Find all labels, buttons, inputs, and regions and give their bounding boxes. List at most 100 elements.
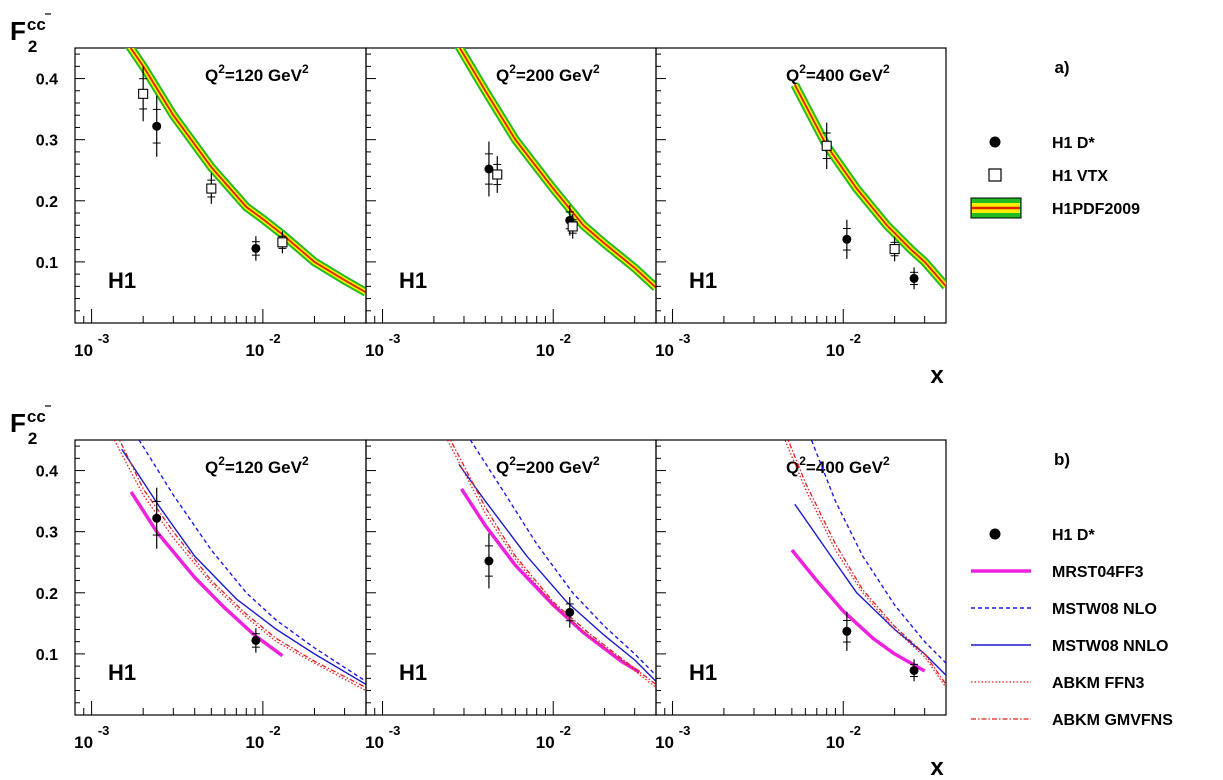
q2-label-unit: GeV — [844, 66, 883, 85]
y-axis-label: Fcc 2 — [10, 407, 46, 448]
experiment-label: H1 — [689, 660, 717, 685]
q2-label-unit: GeV — [844, 458, 883, 477]
legend-label: H1PDF2009 — [1052, 201, 1140, 218]
x-axis-label: x — [930, 754, 944, 780]
legend-marker-h1-dstar — [989, 528, 1001, 540]
data-point-h1-dstar — [842, 234, 852, 244]
data-point-h1-vtx — [492, 169, 503, 180]
x-tick-label-exp: -3 — [389, 331, 401, 346]
q2-label-q: Q — [496, 458, 509, 477]
q2-label-eq: = — [516, 66, 526, 85]
x-tick-label-exp: -2 — [849, 331, 861, 346]
q2-label-q: Q — [786, 458, 799, 477]
x-tick-label-base: 10 — [536, 733, 555, 752]
data-point-h1-dstar — [909, 665, 919, 675]
x-tick-label-exp: -3 — [679, 723, 691, 738]
y-tick-label: 0.4 — [36, 464, 58, 481]
q2-label-eq: = — [806, 458, 816, 477]
experiment-label: H1 — [399, 268, 427, 293]
q2-label-q: Q — [205, 458, 218, 477]
legend-label: MSTW08 NNLO — [1052, 638, 1168, 655]
curve-mstw08-nnlo — [794, 503, 946, 676]
x-tick-label-exp: -2 — [269, 331, 281, 346]
q2-label-q: Q — [496, 66, 509, 85]
experiment-label: H1 — [108, 660, 136, 685]
data-point-h1-vtx — [206, 183, 217, 194]
plot-area — [446, 440, 656, 689]
y-tick-label: 0.3 — [36, 525, 58, 542]
x-tick-label-base: 10 — [826, 341, 845, 360]
legend: H1 D* H1 VTX H1PDF2009 — [970, 135, 1140, 219]
panel-label: a) — [1054, 58, 1069, 77]
q2-label: Q2=400 GeV2 — [786, 62, 890, 85]
legend-label: ABKM GMVFNS — [1052, 712, 1173, 729]
q2-label: Q2=120 GeV2 — [205, 62, 309, 85]
q2-label-unit-sup: 2 — [593, 62, 600, 76]
q2-label-sup: 2 — [218, 62, 225, 76]
plot-area — [784, 440, 946, 688]
x-tick-label-base: 10 — [245, 733, 264, 752]
q2-label-value: 120 — [235, 66, 263, 85]
y-axis-label-sup: cc — [27, 15, 46, 34]
legend-label: MRST04FF3 — [1052, 564, 1144, 581]
panel-frame — [655, 47, 947, 324]
panel-frame — [655, 439, 947, 716]
q2-label-sup: 2 — [509, 454, 516, 468]
chart-row-b: Fcc 20.10.20.30.410-310-2Q2=120 GeV2H110-… — [10, 405, 1173, 780]
band-center — [458, 48, 656, 289]
q2-label-value: 200 — [526, 458, 554, 477]
x-tick-label-base: 10 — [245, 341, 264, 360]
y-axis-label-base: F — [10, 16, 26, 46]
q2-label: Q2=120 GeV2 — [205, 454, 309, 477]
y-axis-label-sup: cc — [27, 407, 46, 426]
q2-label-unit: GeV — [263, 458, 302, 477]
legend-marker-h1-dstar — [989, 136, 1001, 148]
data-point-h1-dstar — [251, 635, 261, 645]
q2-label-unit: GeV — [554, 66, 593, 85]
x-tick-label-exp: -2 — [559, 331, 571, 346]
x-tick-label-exp: -2 — [849, 723, 861, 738]
x-tick-label-base: 10 — [655, 733, 674, 752]
q2-label-unit-sup: 2 — [883, 454, 890, 468]
q2-label-eq: = — [225, 458, 235, 477]
q2-label-sup: 2 — [799, 454, 806, 468]
legend-label: ABKM FFN3 — [1052, 675, 1145, 692]
q2-label: Q2=200 GeV2 — [496, 454, 600, 477]
curve-mstw08-nnlo — [458, 463, 656, 682]
data-point-h1-dstar — [152, 513, 162, 523]
x-tick-label-exp: -3 — [98, 331, 110, 346]
q2-label: Q2=200 GeV2 — [496, 62, 600, 85]
data-point-h1-vtx — [277, 237, 288, 248]
curve-mstw08-nlo — [138, 440, 366, 682]
data-point-h1-dstar — [484, 556, 494, 566]
data-point-h1-vtx — [889, 244, 900, 255]
q2-label-value: 400 — [816, 66, 844, 85]
legend-label: H1 VTX — [1052, 168, 1108, 185]
x-tick-label-exp: -2 — [559, 723, 571, 738]
curve-abkm-gmvfns — [449, 440, 656, 685]
x-tick-label-exp: -2 — [269, 723, 281, 738]
curve-abkm-gmvfns — [787, 440, 946, 685]
plot-area — [125, 48, 366, 297]
legend-label: MSTW08 NLO — [1052, 601, 1157, 618]
q2-label-unit: GeV — [263, 66, 302, 85]
q2-label-sup: 2 — [509, 62, 516, 76]
x-tick-label-base: 10 — [365, 733, 384, 752]
q2-label-sup: 2 — [799, 62, 806, 76]
y-tick-label: 0.4 — [36, 72, 58, 89]
legend-label: H1 D* — [1052, 135, 1095, 152]
data-point-h1-vtx — [821, 140, 832, 151]
q2-label-q: Q — [205, 66, 218, 85]
q2-label-unit-sup: 2 — [302, 454, 309, 468]
y-axis-label: Fcc 2 — [10, 15, 46, 56]
curve-mrst04ff3 — [790, 548, 926, 673]
plot-area — [454, 48, 656, 291]
x-axis-label: x — [930, 362, 944, 389]
q2-label-unit: GeV — [554, 458, 593, 477]
data-point-h1-dstar — [152, 121, 162, 131]
